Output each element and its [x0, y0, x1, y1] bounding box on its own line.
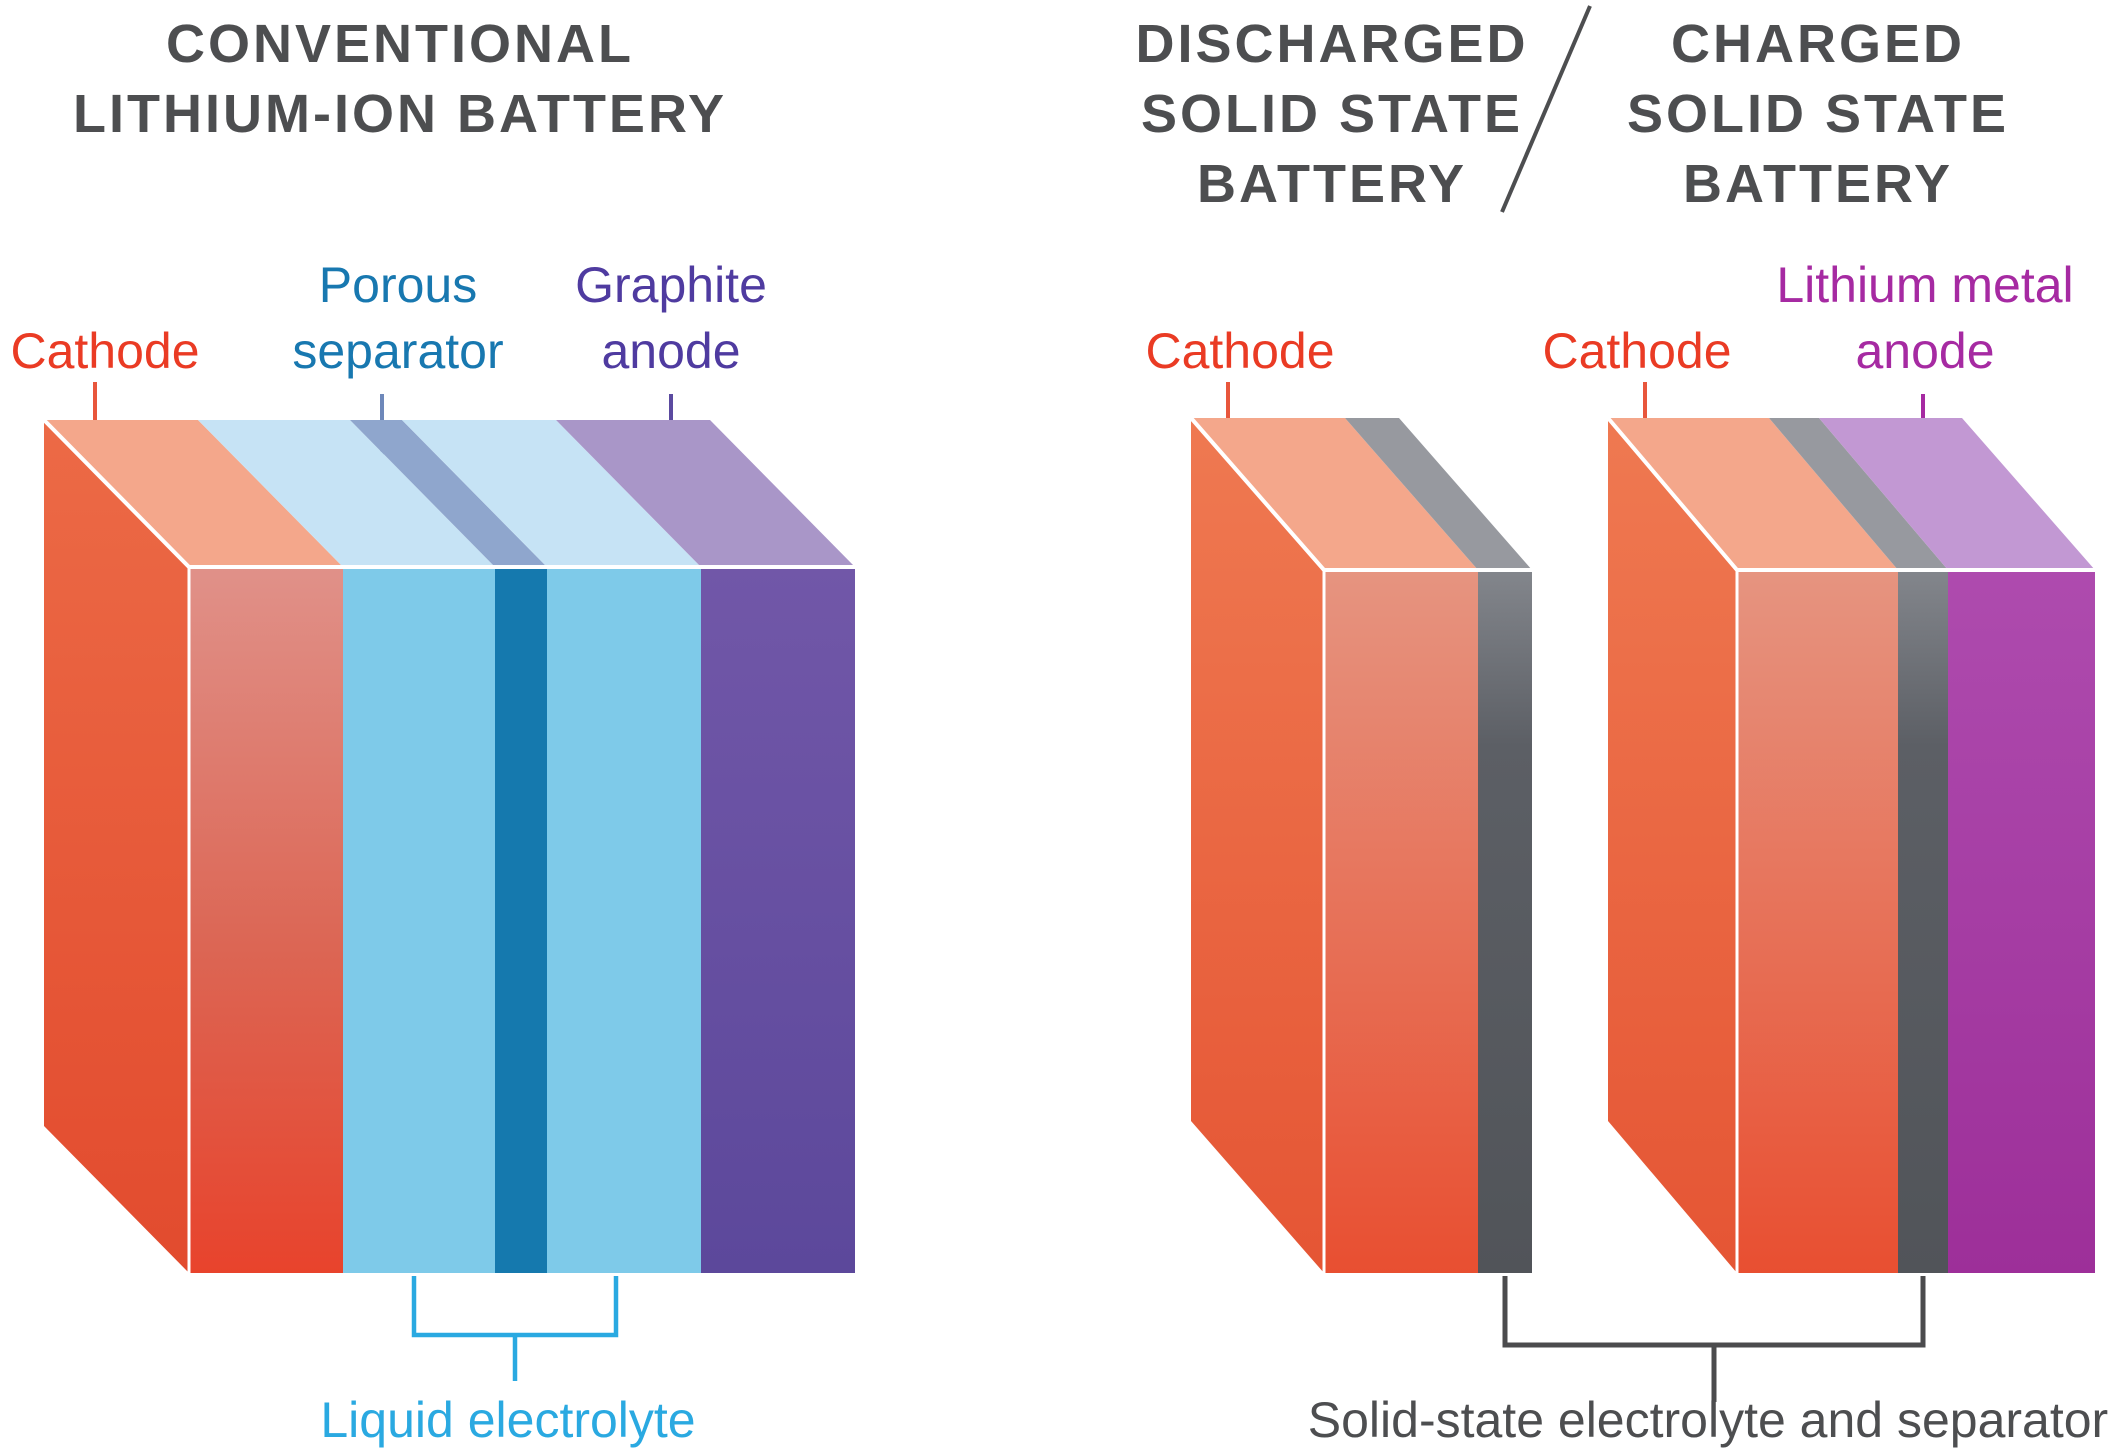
- front-cathode-layer: [1324, 570, 1478, 1273]
- label-porous-separator-line1: Porous: [319, 257, 477, 313]
- top-solid-electrolyte-layer: [1769, 418, 1948, 570]
- label-graphite-anode-line1: Graphite: [575, 257, 767, 313]
- side-cathode-face: [1608, 418, 1737, 1273]
- top-solid-electrolyte-layer: [1345, 418, 1532, 570]
- title-slash-divider: [1500, 5, 1592, 213]
- top-lithium-anode-layer: [1819, 418, 2095, 570]
- front-solid-electrolyte-layer: [1478, 570, 1532, 1273]
- side-cathode-face: [44, 420, 189, 1273]
- front-lithium-anode-layer: [1948, 570, 2095, 1273]
- title-conventional-line2: LITHIUM-ION BATTERY: [73, 84, 727, 144]
- top-cathode-layer: [1191, 418, 1478, 570]
- battery-discharged: [1189, 416, 1532, 1273]
- label-cathode-left: Cathode: [10, 323, 199, 379]
- top-cathode-layer: [44, 420, 343, 567]
- side-cathode-face: [1191, 418, 1324, 1273]
- bracket-liquid-electrolyte: [411, 1276, 619, 1381]
- front-solid-electrolyte-layer: [1898, 570, 1948, 1273]
- title-discharged-line3: BATTERY: [1197, 154, 1467, 214]
- front-graphite-anode-layer: [701, 567, 855, 1273]
- label-lithium-anode-line1: Lithium metal: [1776, 257, 2073, 313]
- title-charged-line3: BATTERY: [1683, 154, 1953, 214]
- title-discharged-line1: DISCHARGED: [1135, 14, 1528, 74]
- battery-charged: [1606, 416, 2095, 1273]
- battery-conventional: [42, 418, 855, 1273]
- title-charged-line1: CHARGED: [1671, 14, 1965, 74]
- label-graphite-anode-line2: anode: [601, 323, 740, 379]
- label-solid-state-electrolyte: Solid-state electrolyte and separator: [1308, 1392, 2108, 1448]
- top-electrolyte-layer-1: [198, 420, 495, 567]
- front-separator-layer: [495, 567, 547, 1273]
- top-separator-layer: [350, 420, 547, 567]
- label-liquid-electrolyte: Liquid electrolyte: [320, 1392, 695, 1448]
- front-electrolyte-layer-2: [547, 567, 701, 1273]
- front-cathode-layer: [1737, 570, 1898, 1273]
- label-lithium-anode-line2: anode: [1855, 323, 1994, 379]
- title-conventional-line1: CONVENTIONAL: [166, 14, 634, 74]
- title-discharged-line2: SOLID STATE: [1141, 84, 1523, 144]
- front-electrolyte-layer-1: [343, 567, 495, 1273]
- label-porous-separator-line2: separator: [292, 323, 503, 379]
- front-cathode-layer: [189, 567, 343, 1273]
- label-cathode-discharged: Cathode: [1145, 323, 1334, 379]
- top-electrolyte-layer-2: [402, 420, 701, 567]
- top-cathode-layer: [1608, 418, 1898, 570]
- title-charged-line2: SOLID STATE: [1627, 84, 2009, 144]
- top-graphite-anode-layer: [556, 420, 855, 567]
- label-cathode-charged: Cathode: [1542, 323, 1731, 379]
- bracket-solid-state: [1502, 1276, 1926, 1402]
